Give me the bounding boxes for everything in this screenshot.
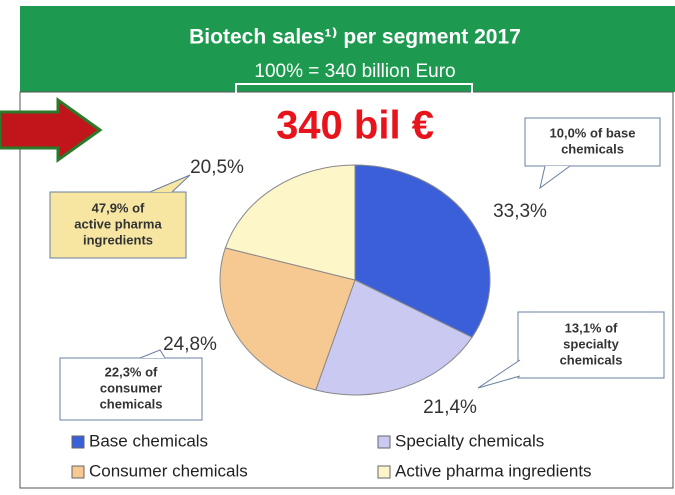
value-label: 24,8% [163,334,217,355]
legend-label: Base chemicals [89,431,208,450]
value-label: 21,4% [423,397,477,418]
pie-slice [224,164,356,281]
callout-text: consumer [100,380,162,395]
callout-text: specialty [563,336,619,351]
legend-swatch [71,435,85,449]
pie-slice [315,279,473,396]
callout-box [524,117,661,167]
chart-title: Biotech sales¹⁾ per segment 2017 [189,26,521,49]
callout-text: chemicals [561,141,624,156]
callout-text: 22,3% of [105,364,158,379]
value-label: 20,5% [190,157,244,178]
callout-text: 47,9% of [92,200,145,215]
legend-swatch [377,465,391,479]
value-label: 33,3% [493,201,547,222]
callout-text: active pharma [74,216,162,231]
callout-text: chemicals [100,396,163,411]
legend-label: Active pharma ingredients [395,461,592,480]
callout-box [59,357,203,421]
legend-swatch [377,435,391,449]
pie-slice [354,164,491,338]
callout-text: chemicals [560,352,623,367]
arrow [0,97,103,163]
callout-pointer [477,359,521,389]
callout-text: 10,0% of base [550,125,636,140]
callout-box [517,311,665,379]
pie-slice [219,247,356,391]
callout-text: ingredients [83,232,153,247]
legend-label: Specialty chemicals [395,431,544,450]
highlight-box [235,83,473,143]
legend-swatch [71,465,85,479]
chart-subtitle: 100% = 340 billion Euro [254,61,455,82]
callout-text: 13,1% of [565,320,618,335]
annotation: 340 bil € [276,104,434,148]
callout-pointer [149,174,191,193]
callout-pointer [539,165,571,190]
header-band [20,6,675,92]
legend-label: Consumer chemicals [89,461,248,480]
callout-pointer [139,349,166,359]
callout-box [49,191,187,259]
